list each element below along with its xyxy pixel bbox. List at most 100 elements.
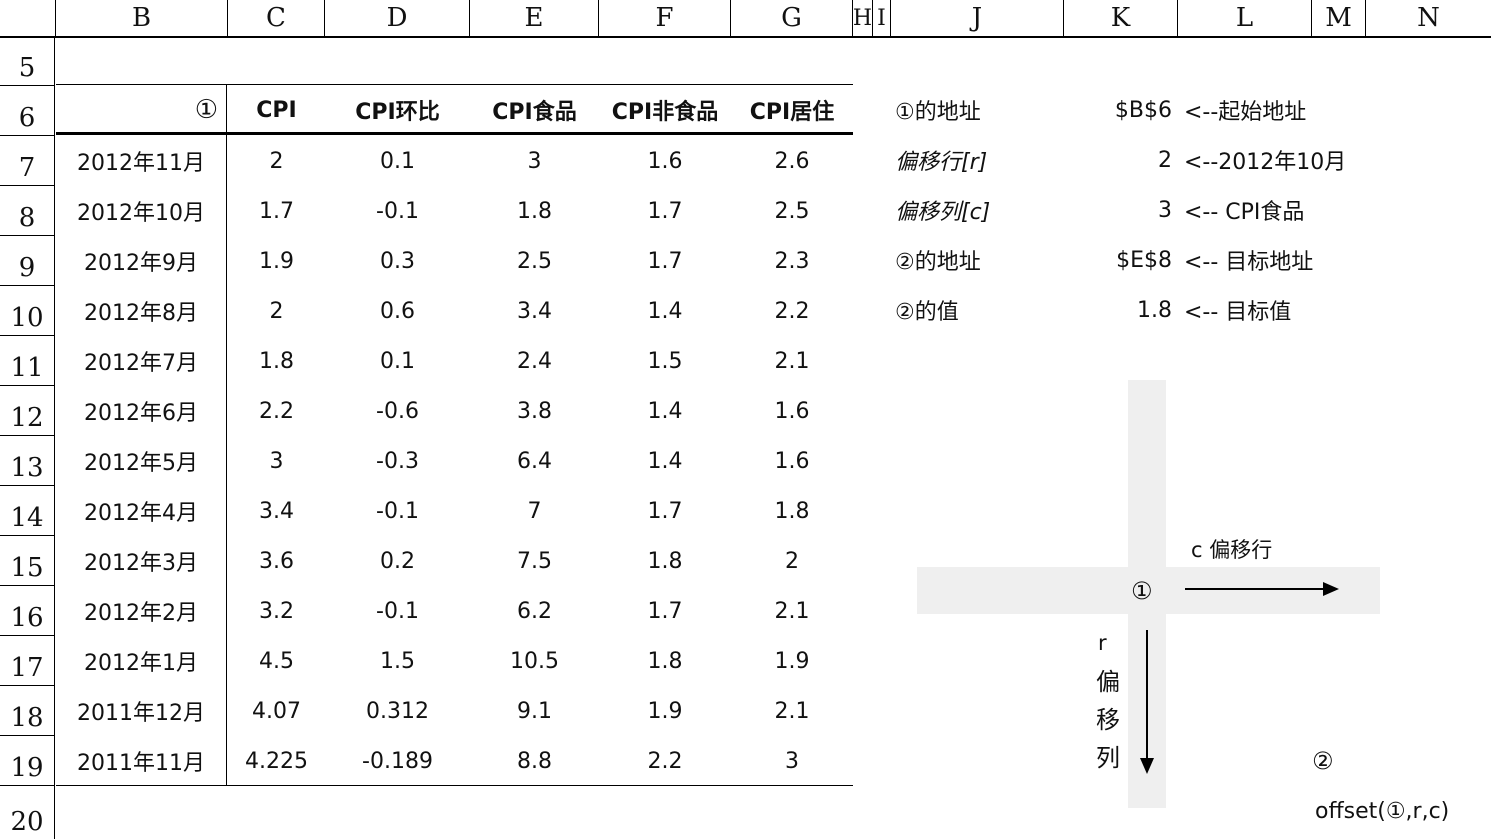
cell-value[interactable]: 1.7 [647, 198, 683, 224]
cell-value[interactable]: 3.6 [259, 548, 294, 574]
cell-value[interactable]: 0.1 [380, 148, 415, 174]
row-header-12[interactable]: 12 [0, 386, 55, 436]
cell-value[interactable]: 2.6 [774, 148, 810, 174]
col-header-n[interactable]: N [1366, 0, 1491, 38]
cell-value[interactable]: 3.2 [259, 598, 294, 624]
cell-value[interactable]: 2.1 [774, 598, 810, 624]
cell-date[interactable]: 2012年1月 [84, 651, 198, 676]
row-header-15[interactable]: 15 [0, 536, 55, 586]
info-value-target-address[interactable]: $E$8 [1116, 247, 1172, 273]
cell-value[interactable]: 0.3 [380, 248, 415, 274]
cell-value[interactable]: -0.1 [376, 598, 419, 624]
col-header-f[interactable]: F [599, 0, 731, 38]
col-header-j[interactable]: J [891, 0, 1064, 38]
row-header-20[interactable]: 20 [0, 786, 55, 839]
col-header-c[interactable]: C [228, 0, 325, 38]
cell-value[interactable]: 1.9 [259, 248, 294, 274]
row-header-9[interactable]: 9 [0, 236, 55, 286]
info-label-target-value[interactable]: ②的值 [895, 300, 959, 325]
cell-value[interactable]: 1.6 [774, 448, 810, 474]
cell-value[interactable]: 2.2 [259, 398, 294, 424]
info-label-col-offset[interactable]: 偏移列[c] [895, 200, 991, 225]
info-label-row-offset[interactable]: 偏移行[r] [895, 150, 988, 175]
cell-value[interactable]: 4.07 [252, 698, 301, 724]
cell-value[interactable]: 6.2 [517, 598, 552, 624]
cell-date[interactable]: 2012年9月 [84, 251, 198, 276]
cell-value[interactable]: 8.8 [517, 748, 552, 774]
cell-value[interactable]: 2.5 [774, 198, 810, 224]
row-header-5[interactable]: 5 [0, 38, 55, 86]
cell-value[interactable]: 9.1 [517, 698, 552, 724]
cell-value[interactable]: 0.312 [366, 698, 429, 724]
cell-value[interactable]: 7 [527, 498, 542, 524]
info-label-target-address[interactable]: ②的地址 [895, 250, 981, 275]
cell-value[interactable]: 1.4 [647, 398, 683, 424]
info-note-col-offset[interactable]: <-- CPI食品 [1184, 200, 1305, 225]
cell-value[interactable]: 4.5 [259, 648, 294, 674]
header-cpi-mom[interactable]: CPI环比 [355, 100, 440, 125]
cell-value[interactable]: 3.8 [517, 398, 552, 424]
col-header-d[interactable]: D [325, 0, 470, 38]
cell-value[interactable]: 2 [269, 298, 284, 324]
row-header-16[interactable]: 16 [0, 586, 55, 636]
cell-value[interactable]: 2.5 [517, 248, 552, 274]
cell-date[interactable]: 2012年7月 [84, 351, 198, 376]
cell-value[interactable]: 3 [527, 148, 542, 174]
header-cpi[interactable]: CPI [256, 97, 297, 123]
cell-value[interactable]: 1.5 [380, 648, 415, 674]
cell-value[interactable]: 1.9 [647, 698, 683, 724]
cell-value[interactable]: 1.6 [647, 148, 683, 174]
cell-date[interactable]: 2012年11月 [77, 151, 205, 176]
info-value-row-offset[interactable]: 2 [1158, 147, 1172, 173]
cell-value[interactable]: 2.2 [647, 748, 683, 774]
col-header-g[interactable]: G [731, 0, 853, 38]
cell-value[interactable]: -0.1 [376, 198, 419, 224]
col-header-b[interactable]: B [56, 0, 228, 38]
info-value-col-offset[interactable]: 3 [1158, 197, 1172, 223]
row-header-19[interactable]: 19 [0, 736, 55, 786]
cell-value[interactable]: 1.5 [647, 348, 683, 374]
cell-value[interactable]: 1.8 [517, 198, 552, 224]
col-header-h[interactable]: H [853, 0, 873, 38]
cell-value[interactable]: 4.225 [245, 748, 308, 774]
cell-value[interactable]: 3.4 [517, 298, 552, 324]
cell-value[interactable]: 1.6 [774, 398, 810, 424]
cell-date[interactable]: 2012年6月 [84, 401, 198, 426]
cell-value[interactable]: 1.7 [647, 248, 683, 274]
cell-value[interactable]: 7.5 [517, 548, 552, 574]
cell-value[interactable]: 1.7 [259, 198, 294, 224]
cell-date[interactable]: 2012年8月 [84, 301, 198, 326]
cell-value[interactable]: 6.4 [517, 448, 552, 474]
cell-value[interactable]: 1.8 [647, 548, 683, 574]
cell-value[interactable]: 2.1 [774, 348, 810, 374]
info-note-start-address[interactable]: <--起始地址 [1184, 100, 1307, 125]
cell-value[interactable]: 1.8 [647, 648, 683, 674]
cell-value[interactable]: 0.1 [380, 348, 415, 374]
row-header-17[interactable]: 17 [0, 636, 55, 686]
row-header-13[interactable]: 13 [0, 436, 55, 486]
cell-value[interactable]: 1.9 [774, 648, 810, 674]
info-value-target-value[interactable]: 1.8 [1137, 297, 1172, 323]
col-header-i[interactable]: I [873, 0, 891, 38]
row-header-11[interactable]: 11 [0, 336, 55, 386]
info-note-row-offset[interactable]: <--2012年10月 [1184, 150, 1347, 175]
header-cpi-food[interactable]: CPI食品 [492, 100, 577, 125]
corner-cell[interactable] [0, 0, 56, 38]
cell-value[interactable]: 1.8 [259, 348, 294, 374]
cell-date[interactable]: 2012年4月 [84, 501, 198, 526]
row-header-6[interactable]: 6 [0, 86, 55, 136]
cell-value[interactable]: 1.4 [647, 298, 683, 324]
cell-value[interactable]: 0.2 [380, 548, 415, 574]
header-cpi-nonfood[interactable]: CPI非食品 [611, 100, 719, 125]
info-value-start-address[interactable]: $B$6 [1114, 97, 1172, 123]
cell-value[interactable]: 2 [269, 148, 284, 174]
col-header-k[interactable]: K [1064, 0, 1178, 38]
cell-date[interactable]: 2012年10月 [77, 201, 205, 226]
start-cell-marker[interactable]: ① [194, 95, 218, 125]
cell-value[interactable]: 3.4 [259, 498, 294, 524]
cell-value[interactable]: -0.1 [376, 498, 419, 524]
info-label-start-address[interactable]: ①的地址 [895, 100, 981, 125]
col-header-e[interactable]: E [470, 0, 599, 38]
cell-value[interactable]: 0.6 [380, 298, 415, 324]
cell-value[interactable]: 2.4 [517, 348, 552, 374]
